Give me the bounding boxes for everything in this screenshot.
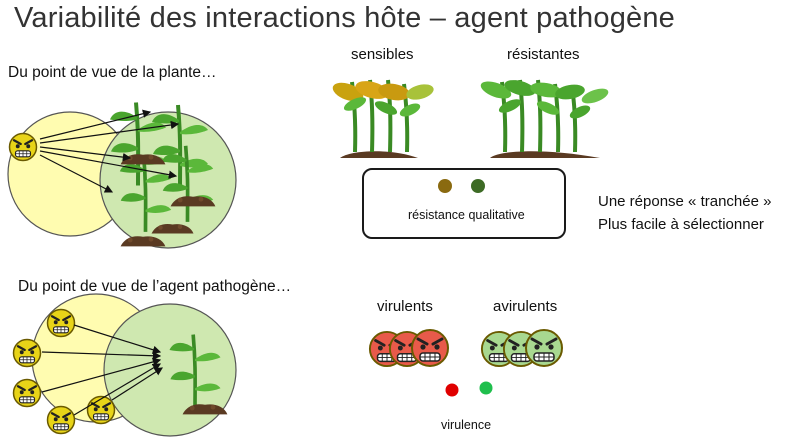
virulent-pathogens (368, 328, 450, 368)
label-susceptible: sensibles (351, 46, 414, 63)
slide-title: Variabilité des interactions hôte – agen… (14, 2, 676, 34)
red-dot (445, 383, 459, 397)
note-easier-selection: Plus facile à sélectionner (598, 216, 764, 233)
note-clear-response: Une réponse « tranchée » (598, 193, 772, 210)
angry-face-icon (410, 328, 450, 368)
virulence-caption: virulence (441, 418, 492, 432)
plant-viewpoint-heading: Du point de vue de la plante… (8, 64, 217, 81)
susceptible-plants (332, 79, 434, 158)
angry-face-icon (46, 308, 76, 338)
angry-face-icon (8, 132, 38, 162)
qualitative-resistance-box (362, 168, 566, 239)
brown-dot (438, 179, 452, 193)
plant-viewpoint-diagram (7, 103, 237, 249)
avirulent-pathogens (480, 328, 564, 368)
angry-face-icon (12, 338, 42, 368)
resistant-plants (480, 79, 609, 158)
angry-face-icon (46, 405, 76, 435)
label-virulent: virulents (377, 298, 433, 315)
label-resistant: résistantes (507, 46, 580, 63)
label-avirulent: avirulents (493, 298, 558, 315)
green-dot (471, 179, 485, 193)
pathogen-viewpoint-diagram (12, 293, 237, 437)
angry-face-icon (12, 378, 42, 408)
green-dot (479, 381, 493, 395)
angry-face-icon (524, 328, 564, 368)
angry-face-icon (86, 395, 116, 425)
pathogen-viewpoint-heading: Du point de vue de l’agent pathogène… (18, 278, 292, 295)
box-caption: résistance qualitative (408, 208, 525, 222)
